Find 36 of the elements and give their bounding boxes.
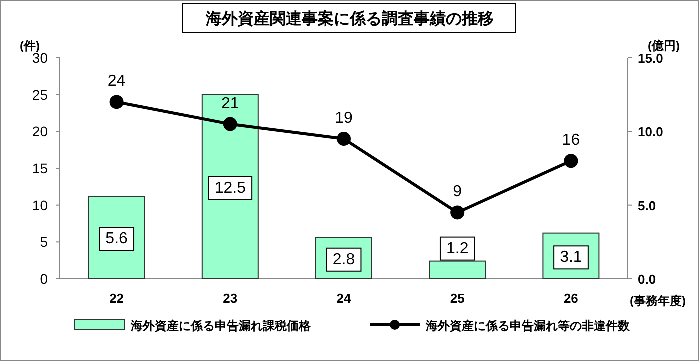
x-tick-label: 24 bbox=[336, 291, 352, 306]
legend-label: 海外資産に係る申告漏れ等の非違件数 bbox=[425, 319, 631, 333]
data-label: 2.8 bbox=[332, 251, 356, 268]
data-label: 19 bbox=[335, 110, 353, 128]
chart-title: 海外資産関連事案に係る調査事績の推移 bbox=[205, 9, 494, 28]
y2-axis-title: (億円) bbox=[648, 39, 680, 53]
data-label: 16 bbox=[562, 132, 580, 150]
y-tick-label: 20 bbox=[32, 124, 48, 140]
point bbox=[564, 154, 578, 168]
point bbox=[450, 206, 465, 220]
data-label: 12.5 bbox=[214, 180, 246, 197]
x-tick-label: 23 bbox=[223, 291, 238, 306]
x-axis-title: (事務年度) bbox=[630, 294, 686, 308]
data-label: 24 bbox=[108, 73, 126, 90]
data-label: 3.1 bbox=[560, 249, 582, 266]
data-label: 9 bbox=[453, 184, 462, 201]
y-tick-label: 15 bbox=[32, 160, 48, 176]
x-tick-label: 22 bbox=[110, 291, 124, 306]
point bbox=[337, 132, 351, 146]
point bbox=[223, 117, 238, 132]
data-label: 5.6 bbox=[106, 230, 128, 248]
x-tick-label: 25 bbox=[450, 291, 465, 306]
y2-tick-label: 0.0 bbox=[638, 272, 656, 287]
y-tick-label: 0 bbox=[40, 271, 48, 287]
legend-label: 海外資産に係る申告漏れ課税価格 bbox=[130, 319, 312, 333]
y2-tick-label: 5.0 bbox=[638, 198, 656, 214]
y-tick-label: 25 bbox=[32, 86, 48, 103]
point bbox=[110, 95, 124, 110]
y2-tick-label: 15.0 bbox=[638, 51, 664, 66]
y2-tick-label: 10.0 bbox=[638, 124, 664, 140]
y-tick-label: 5 bbox=[40, 234, 48, 250]
data-label: 21 bbox=[222, 95, 240, 112]
data-label: 1.2 bbox=[446, 240, 469, 258]
x-tick-label: 26 bbox=[564, 291, 578, 306]
y-tick-label: 10 bbox=[32, 197, 48, 214]
y-axis-title: (件) bbox=[20, 39, 40, 53]
